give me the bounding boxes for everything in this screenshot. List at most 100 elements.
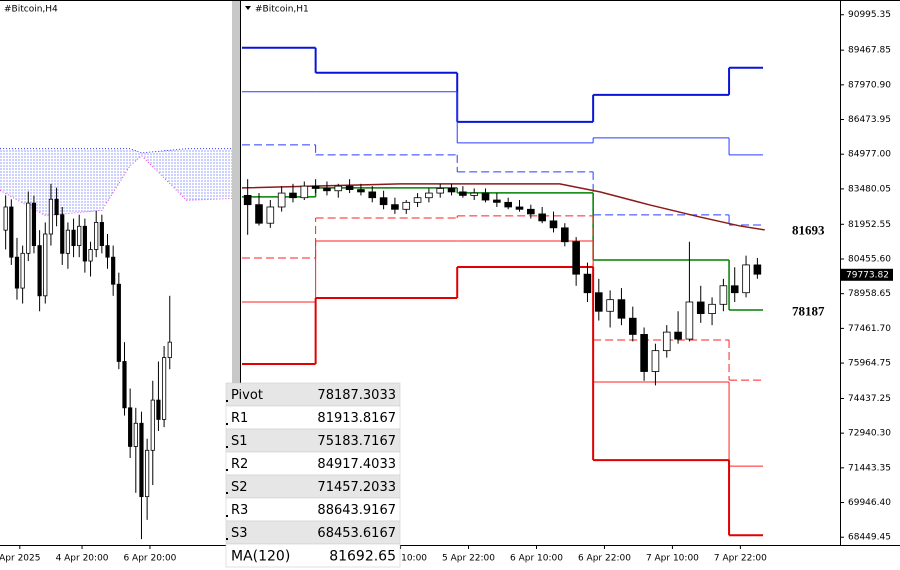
row-marker [226,515,228,517]
candle-body [357,189,365,193]
y-tick-label: 80455.60 [848,254,891,264]
candle-body [538,213,546,222]
h1-title: #Bitcoin,H1 [255,5,309,15]
x-tick-label: 5 Apr 10:00 [374,554,427,564]
candle-body [425,192,433,199]
table-value: 68453.6167 [317,526,396,541]
y-tick-label: 68449.45 [848,533,891,543]
candle-body [436,188,445,194]
pane-splitter[interactable] [232,0,241,545]
table-value: 88643.9167 [317,503,396,518]
candle-body [459,191,467,196]
y-tick-label: 89467.85 [848,46,891,56]
current-price-label: 79773.82 [846,270,889,280]
candle-body [71,229,76,247]
table-label: R2 [231,457,248,472]
candle-body [156,399,161,420]
row-marker [226,538,228,540]
y-tick-label: 77461.70 [848,324,891,334]
cloud-fill [0,148,232,216]
x-tick-label: 5 Apr 22:00 [442,554,495,564]
candle-body [20,252,25,289]
candle-body [674,331,682,340]
row-marker [226,469,228,471]
candle-body [640,334,648,372]
x-tick-label: 7 Apr 10:00 [646,554,699,564]
candle-body [139,422,144,498]
y-tick-label: 75964.75 [848,359,891,369]
h4-title: #Bitcoin,H4 [4,5,58,15]
table-label: R3 [231,503,248,518]
candle-body [730,285,739,294]
candle-body [111,256,116,285]
row-marker [226,446,228,448]
y-tick-label: 71443.35 [848,463,891,473]
menu-arrow[interactable] [245,6,251,10]
table-row [225,543,401,568]
y-tick-label: 90995.35 [848,10,891,20]
pivot-table: Pivot 78187.3033 R1 81913.8167 S1 75183.7167 R… [225,382,401,568]
candle-body [54,198,59,216]
candle-body [145,449,150,498]
candle-body [94,222,99,250]
candle-body [413,197,422,203]
candle-body [379,197,388,206]
table-label: R1 [231,411,248,426]
level-annotation: 78187 [792,304,825,319]
table-value: 81913.8167 [317,411,396,426]
candle-body [402,201,411,210]
candle-body [606,299,614,312]
candle-body [685,301,694,340]
candle-body [37,245,42,297]
table-label: S3 [231,526,248,541]
y-tick-label: 81952.55 [848,220,891,230]
table-label: Pivot [231,388,263,403]
y-tick-label: 83480.05 [848,184,891,194]
x-tick-label: 4 Apr 20:00 [56,554,109,564]
candle-body [289,192,297,199]
candle-body [708,303,716,314]
candle-body [345,185,354,190]
candle-body [572,241,580,275]
table-value: 78187.3033 [317,388,396,403]
candle-body [549,220,558,229]
candle-body [167,341,172,359]
candle-body [753,264,762,275]
cloud-span [0,148,232,154]
table-label: MA(120) [231,549,290,565]
candle-body [617,299,626,319]
y-tick-label: 69946.40 [848,498,891,508]
candle-body [60,214,65,254]
table-label: S2 [231,480,248,495]
candle-body [696,301,705,314]
h4-pane [0,148,232,540]
candle-body [277,192,286,208]
candle-body [43,233,48,297]
candle-body [561,227,569,243]
candle-body [719,285,728,305]
candle-body [311,185,320,189]
candle-body [26,202,31,254]
candle-body [583,273,592,294]
candle-body [447,188,456,193]
table-value: 75183.7167 [317,434,396,449]
candle-body [628,317,637,335]
row-marker [226,400,228,402]
candle-body [651,350,660,372]
candle-body [527,208,535,215]
candle-body [77,225,82,247]
y-tick-label: 72940.30 [848,429,891,439]
candle-body [150,399,155,451]
candle-body [481,192,490,201]
candle-body [3,206,8,231]
level-annotation: 81693 [792,222,825,237]
candle-body [99,222,104,247]
cloud-span [0,154,232,216]
candle-body [65,229,71,254]
y-tick-label: 78958.65 [848,289,891,299]
moving-average [241,183,765,231]
candle-body [266,206,275,224]
candle-body [161,357,167,420]
candle-body [493,199,501,203]
